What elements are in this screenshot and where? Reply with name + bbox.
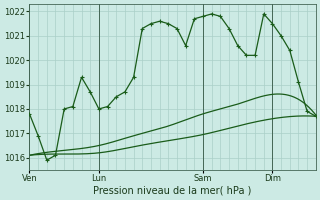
X-axis label: Pression niveau de la mer( hPa ): Pression niveau de la mer( hPa ) (93, 186, 252, 196)
